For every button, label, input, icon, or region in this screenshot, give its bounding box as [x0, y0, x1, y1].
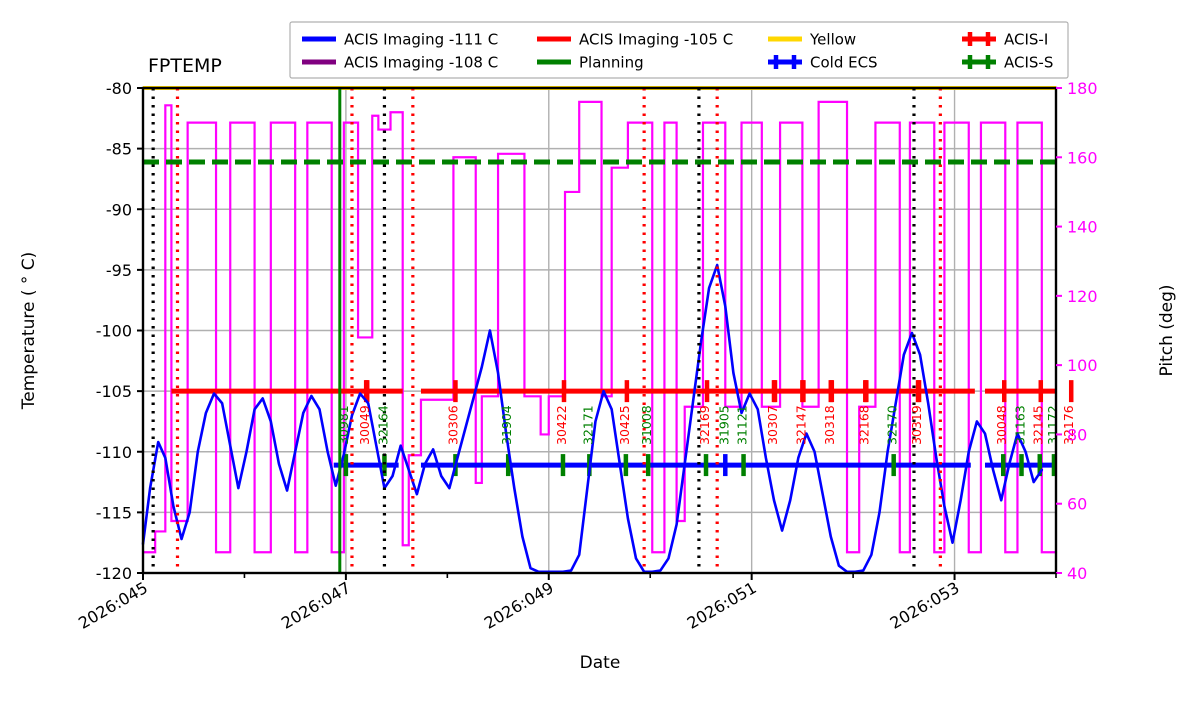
- y-axis-right-tick-label: 180: [1067, 79, 1098, 98]
- obsid-label: 31121: [735, 405, 750, 445]
- obsid-label: 32176: [1061, 405, 1076, 445]
- y-axis-right-tick-label: 100: [1067, 356, 1098, 375]
- pitch-series: [143, 100, 1056, 554]
- obsid-label: 30425: [617, 405, 632, 445]
- y-axis-right-label: Pitch (deg): [1157, 284, 1177, 376]
- y-axis-tick-label: -90: [106, 200, 132, 219]
- legend-label: ACIS Imaging -105 C: [579, 31, 733, 49]
- y-axis-tick-label: -80: [106, 79, 132, 98]
- obsid-label: 30306: [445, 405, 460, 445]
- y-axis-label: Temperature ( ° C): [19, 252, 39, 411]
- obsid-label: 31905: [716, 405, 731, 445]
- obsid-label: 30981: [336, 405, 351, 445]
- y-axis-right-tick-label: 120: [1067, 287, 1098, 306]
- obsid-label: 30049: [357, 405, 372, 445]
- obsid-label: 30318: [822, 405, 837, 445]
- legend-item[interactable]: ACIS-S: [962, 54, 1053, 72]
- obsid-label: 31172: [1045, 405, 1060, 445]
- obsid-label: 32147: [793, 405, 808, 445]
- y-axis-right-tick-label: 140: [1067, 218, 1098, 237]
- obsid-label: 31008: [639, 405, 654, 445]
- legend-label: Cold ECS: [810, 54, 878, 72]
- obsid-label: 32164: [375, 405, 390, 445]
- y-axis-tick-label: -100: [96, 322, 132, 341]
- y-axis-tick-label: -95: [106, 261, 132, 280]
- legend-label: ACIS Imaging -108 C: [344, 54, 498, 72]
- x-axis-label: Date: [580, 653, 621, 673]
- obsid-label: 32171: [580, 405, 595, 445]
- y-axis-right-tick-label: 40: [1067, 564, 1087, 583]
- obsid-label: 31163: [1012, 405, 1027, 445]
- y-axis-tick-label: -120: [96, 564, 132, 583]
- legend-item[interactable]: ACIS Imaging -108 C: [302, 54, 498, 72]
- legend-item[interactable]: ACIS-I: [962, 31, 1048, 49]
- legend-item[interactable]: ACIS Imaging -111 C: [302, 31, 498, 49]
- legend-item[interactable]: Planning: [537, 54, 644, 72]
- x-axis-tick-label: 2026:045: [75, 578, 151, 633]
- legend-item[interactable]: Cold ECS: [768, 54, 878, 72]
- legend-label: Yellow: [809, 31, 856, 49]
- x-axis-tick-label: 2026:051: [684, 578, 760, 633]
- x-axis-tick-label: 2026:047: [278, 578, 354, 633]
- y-axis-tick-label: -85: [106, 140, 132, 159]
- obsid-label: 32145: [1031, 405, 1046, 445]
- y-axis-right-tick-label: 80: [1067, 425, 1087, 444]
- obsid-label: 32170: [885, 405, 900, 445]
- legend-label: Planning: [579, 54, 644, 72]
- y-axis-right-tick-label: 160: [1067, 148, 1098, 167]
- y-axis-tick-label: -105: [96, 382, 132, 401]
- obsid-label: 30422: [554, 405, 569, 445]
- x-axis-tick-label: 2026:049: [481, 578, 557, 633]
- legend-label: ACIS-I: [1004, 31, 1048, 49]
- obsid-label: 31904: [499, 405, 514, 445]
- y-axis-right-tick-label: 60: [1067, 495, 1087, 514]
- obsid-label: 30307: [765, 405, 780, 445]
- obsid-label: 30319: [909, 405, 924, 445]
- y-axis-tick-label: -110: [96, 443, 132, 462]
- legend-box: [289, 21, 1069, 79]
- obsid-label: 30048: [994, 405, 1009, 445]
- legend-item[interactable]: ACIS Imaging -105 C: [537, 31, 733, 49]
- x-axis-tick-label: 2026:053: [887, 578, 963, 633]
- y-axis-tick-label: -115: [96, 503, 132, 522]
- fptemp-series: [141, 263, 1044, 574]
- obsid-label: 32169: [697, 405, 712, 445]
- legend-label: ACIS-S: [1004, 54, 1053, 72]
- obsid-label: 32168: [856, 405, 871, 445]
- legend-label: ACIS Imaging -111 C: [344, 31, 498, 49]
- legend-item[interactable]: Yellow: [768, 31, 856, 49]
- chart-title: FPTEMP: [148, 55, 222, 77]
